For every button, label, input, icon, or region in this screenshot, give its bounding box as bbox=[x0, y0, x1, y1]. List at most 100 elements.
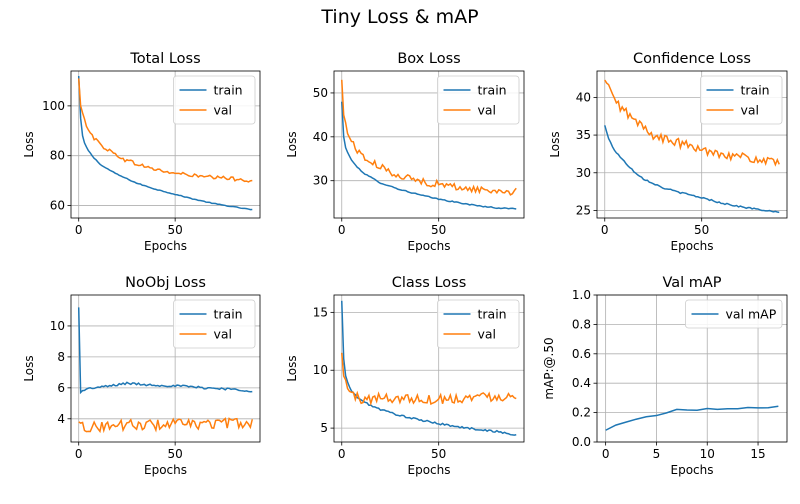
series-line-train bbox=[77, 307, 253, 395]
y-tick-label: 25 bbox=[576, 203, 591, 217]
y-tick-label: 60 bbox=[50, 199, 65, 213]
x-tick-label: 50 bbox=[168, 447, 183, 461]
series-line-val bbox=[77, 78, 253, 183]
series-line-val bbox=[341, 352, 517, 407]
legend-box bbox=[173, 299, 256, 349]
y-axis-label: Loss bbox=[22, 355, 36, 381]
series-line-val bbox=[604, 79, 780, 167]
y-axis-label: Loss bbox=[285, 131, 299, 157]
legend-label: train bbox=[741, 83, 770, 98]
x-tick-label: 5 bbox=[653, 447, 661, 461]
subplot-title: Val mAP bbox=[662, 275, 721, 291]
legend-label: val mAP bbox=[726, 307, 777, 322]
x-tick-label: 0 bbox=[75, 223, 83, 237]
subplot-title: Box Loss bbox=[397, 51, 460, 67]
axes-frame bbox=[596, 70, 788, 219]
legend-label: val bbox=[214, 103, 233, 118]
y-tick-label: 100 bbox=[42, 99, 65, 113]
subplot-1: 0 50 30 40 50 Box Loss Epochs Loss train val bbox=[285, 51, 525, 253]
x-tick-label: 0 bbox=[75, 447, 83, 461]
legend-label: train bbox=[214, 83, 243, 98]
y-tick-label: 30 bbox=[576, 166, 591, 180]
y-tick-label: 80 bbox=[50, 149, 65, 163]
legend: train val bbox=[173, 299, 256, 349]
x-tick-label: 15 bbox=[750, 447, 765, 461]
subplot-2: 0 50 25 30 35 40 Confidence Loss Epochs Loss trai… bbox=[548, 51, 788, 253]
legend-label: train bbox=[214, 307, 243, 322]
legend-label: val bbox=[478, 327, 497, 342]
subplot-4: 0 50 5 10 15 Class Loss Epochs Loss train val bbox=[285, 275, 525, 477]
axes-frame bbox=[333, 70, 525, 219]
x-tick-label: 0 bbox=[601, 223, 609, 237]
figure-title: Tiny Loss & mAP bbox=[321, 6, 479, 28]
subplot-title: NoObj Loss bbox=[125, 275, 206, 291]
y-tick-label: 0.0 bbox=[572, 435, 591, 449]
x-axis-label: Epochs bbox=[144, 463, 187, 477]
y-tick-label: 1.0 bbox=[572, 288, 591, 302]
y-tick-label: 50 bbox=[313, 86, 328, 100]
legend-label: train bbox=[478, 83, 507, 98]
y-tick-label: 10 bbox=[313, 363, 328, 377]
legend-box bbox=[173, 75, 256, 125]
legend-box bbox=[700, 75, 783, 125]
legend: train val bbox=[437, 299, 520, 349]
x-tick-label: 0 bbox=[338, 223, 346, 237]
subplot-title: Total Loss bbox=[129, 51, 200, 67]
subplot-title: Class Loss bbox=[392, 275, 467, 291]
subplot-5: 0 5 10 15 0.0 0.2 0.4 0.6 0.8 1.0 Val mAP Epochs mAP… bbox=[542, 275, 788, 477]
legend-label: train bbox=[478, 307, 507, 322]
x-tick-label: 50 bbox=[694, 223, 709, 237]
y-axis-label: Loss bbox=[285, 355, 299, 381]
subplot-title: Confidence Loss bbox=[633, 51, 751, 67]
legend-label: val bbox=[478, 103, 497, 118]
legend-box bbox=[685, 299, 783, 329]
series-line-val bbox=[78, 417, 254, 434]
series-line-val bbox=[341, 79, 517, 196]
axes-frame bbox=[333, 294, 525, 443]
subplot-0: 0 50 60 80 100 Total Loss Epochs Loss train val bbox=[22, 51, 261, 253]
x-tick-label: 50 bbox=[431, 223, 446, 237]
axes-frame bbox=[70, 294, 261, 443]
y-tick-label: 0.2 bbox=[572, 406, 591, 420]
legend: train val bbox=[437, 75, 520, 125]
series-line-train bbox=[77, 75, 253, 211]
y-axis-label: mAP:@.50 bbox=[542, 337, 556, 399]
x-tick-label: 0 bbox=[338, 447, 346, 461]
x-tick-label: 50 bbox=[431, 447, 446, 461]
y-tick-label: 0.6 bbox=[572, 347, 591, 361]
y-tick-label: 0.4 bbox=[572, 376, 591, 390]
subplot-3: 0 50 4 6 8 10 NoObj Loss Epochs Loss train val bbox=[22, 275, 261, 477]
y-axis-label: Loss bbox=[22, 131, 36, 157]
y-tick-label: 4 bbox=[57, 412, 65, 426]
y-tick-label: 15 bbox=[313, 305, 328, 319]
x-axis-label: Epochs bbox=[144, 239, 187, 253]
x-tick-label: 0 bbox=[602, 447, 610, 461]
series-line-train bbox=[604, 125, 780, 214]
series-line-val-mAP bbox=[605, 405, 779, 431]
axes-frame bbox=[596, 294, 788, 443]
gridlines bbox=[334, 295, 524, 442]
x-axis-label: Epochs bbox=[671, 463, 714, 477]
legend: train val bbox=[173, 75, 256, 125]
y-tick-label: 6 bbox=[57, 381, 65, 395]
axes-frame bbox=[70, 70, 261, 219]
legend-label: val bbox=[214, 327, 233, 342]
legend-box bbox=[437, 75, 520, 125]
x-axis-label: Epochs bbox=[408, 463, 451, 477]
x-axis-label: Epochs bbox=[408, 239, 451, 253]
legend-label: val bbox=[741, 103, 760, 118]
legend-box bbox=[437, 299, 520, 349]
y-tick-label: 40 bbox=[576, 90, 591, 104]
y-tick-label: 8 bbox=[57, 350, 65, 364]
y-tick-label: 35 bbox=[576, 128, 591, 142]
y-tick-label: 10 bbox=[50, 319, 65, 333]
x-axis-label: Epochs bbox=[671, 239, 714, 253]
y-tick-label: 5 bbox=[320, 421, 328, 435]
legend: train val bbox=[700, 75, 783, 125]
y-tick-label: 0.8 bbox=[572, 317, 591, 331]
y-tick-label: 30 bbox=[313, 174, 328, 188]
x-tick-label: 50 bbox=[168, 223, 183, 237]
x-tick-label: 10 bbox=[700, 447, 715, 461]
